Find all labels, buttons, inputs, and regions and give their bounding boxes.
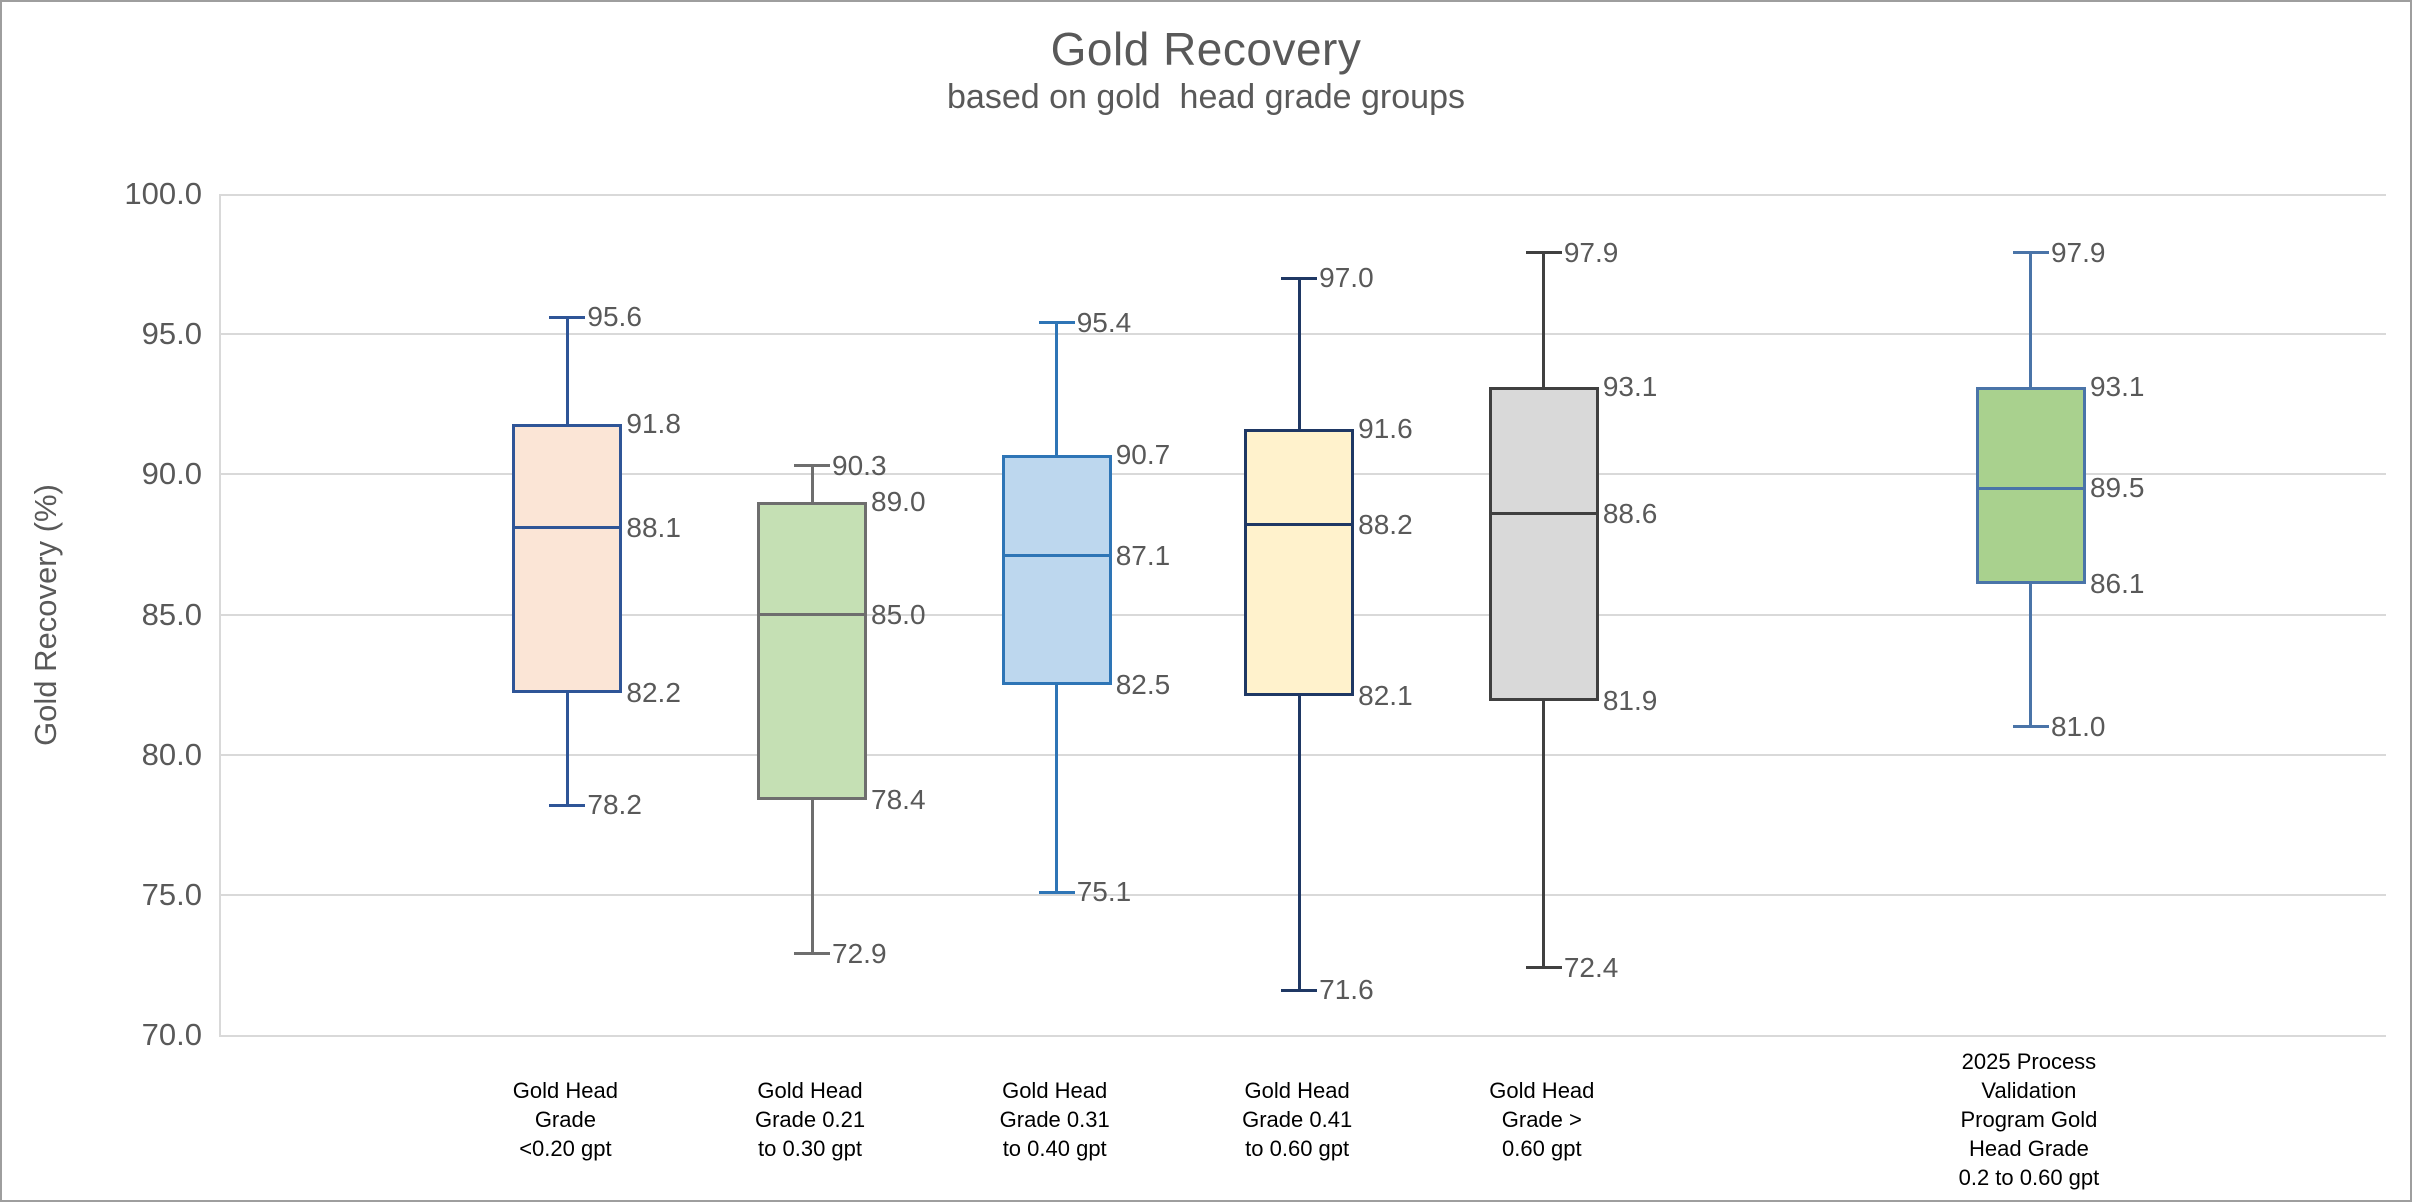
median-line (1975, 486, 2086, 490)
min-value-label: 72.4 (1563, 951, 1619, 983)
median-value-label: 88.2 (1358, 508, 1413, 540)
y-axis-tick-label: 90.0 (141, 456, 202, 492)
upper-whisker (1542, 252, 1546, 388)
q3-value-label: 89.0 (871, 486, 926, 518)
category-label: 2025 Process Validation Program Gold Hea… (1958, 1048, 2100, 1191)
iqr-box (1001, 454, 1112, 685)
iqr-box (1244, 429, 1355, 696)
category-label: Gold Head Grade 0.21 to 0.30 gpt (754, 1077, 866, 1162)
q3-value-label: 91.6 (1358, 413, 1413, 445)
q1-value-label: 81.9 (1602, 685, 1658, 717)
median-line (1001, 554, 1112, 558)
upper-whisker (565, 317, 569, 424)
min-value-label: 78.2 (587, 789, 642, 821)
y-axis-tick-label: 85.0 (141, 596, 202, 632)
y-axis-tick-label: 95.0 (141, 316, 202, 352)
min-value-label: 75.1 (1076, 876, 1132, 908)
median-value-label: 88.6 (1602, 497, 1658, 529)
median-value-label: 89.5 (2089, 472, 2145, 504)
lower-whisker (810, 799, 814, 954)
min-value-label: 72.9 (832, 937, 887, 969)
max-value-label: 97.0 (1319, 262, 1374, 294)
lower-whisker-cap (1525, 966, 1562, 970)
q3-value-label: 91.8 (626, 407, 681, 439)
y-axis-tick-label: 80.0 (141, 736, 202, 772)
iqr-box (1488, 387, 1599, 702)
median-line (757, 613, 868, 616)
q1-value-label: 86.1 (2089, 567, 2145, 599)
q3-value-label: 93.1 (1602, 371, 1658, 403)
min-value-label: 81.0 (2050, 710, 2106, 742)
q3-value-label: 90.7 (1115, 438, 1171, 470)
median-line (1488, 512, 1599, 516)
iqr-box (1975, 387, 2086, 584)
q1-value-label: 82.5 (1115, 668, 1171, 700)
lower-whisker-cap (2012, 725, 2049, 729)
lower-whisker (1297, 695, 1301, 991)
chart-title: Gold Recovery (1050, 23, 1362, 75)
lower-whisker-cap (1038, 890, 1075, 894)
gridline (221, 333, 2386, 336)
upper-whisker-cap (1281, 276, 1318, 280)
q1-value-label: 78.4 (871, 783, 926, 815)
y-axis-tick-label: 100.0 (124, 176, 202, 211)
upper-whisker (2029, 252, 2033, 388)
lower-whisker-cap (1281, 988, 1318, 992)
y-axis-tick-label: 70.0 (141, 1017, 202, 1052)
lower-whisker-cap (549, 803, 586, 807)
lower-whisker (2029, 583, 2033, 727)
upper-whisker-cap (794, 464, 831, 468)
upper-whisker (810, 465, 814, 503)
min-value-label: 71.6 (1319, 974, 1374, 1006)
upper-whisker (1055, 322, 1059, 455)
median-line (1244, 523, 1355, 527)
q1-value-label: 82.2 (626, 676, 681, 708)
median-value-label: 88.1 (626, 511, 681, 543)
gridline (221, 194, 2386, 196)
max-value-label: 97.9 (1563, 236, 1619, 268)
max-value-label: 95.4 (1076, 306, 1132, 338)
max-value-label: 90.3 (832, 449, 887, 481)
x-axis-category-labels: Gold Head Grade <0.20 gpt Gold Head Grade… (219, 1042, 2384, 1197)
lower-whisker-cap (794, 952, 831, 956)
max-value-label: 95.6 (587, 301, 642, 333)
upper-whisker-cap (1038, 321, 1075, 325)
plot-area: 95.6 91.8 88.1 82.2 78.2 90.3 89.0 85.0 78.4 72.9… (219, 194, 2386, 1037)
gridline (221, 753, 2386, 756)
iqr-box (512, 423, 623, 693)
upper-whisker (1297, 278, 1301, 430)
median-value-label: 87.1 (1115, 539, 1171, 571)
max-value-label: 97.9 (2050, 236, 2106, 268)
q3-value-label: 93.1 (2089, 371, 2145, 403)
q1-value-label: 82.1 (1358, 679, 1413, 711)
upper-whisker-cap (2012, 251, 2049, 255)
chart-subtitle: based on gold head grade groups (947, 78, 1465, 116)
upper-whisker-cap (1525, 251, 1562, 255)
y-axis-tick-label: 75.0 (141, 876, 202, 912)
category-label: Gold Head Grade > 0.60 gpt (1489, 1077, 1595, 1162)
lower-whisker (565, 692, 569, 806)
iqr-box (757, 502, 868, 800)
lower-whisker (1055, 684, 1059, 893)
category-label: Gold Head Grade <0.20 gpt (512, 1077, 618, 1162)
median-line (512, 526, 623, 530)
category-label: Gold Head Grade 0.31 to 0.40 gpt (999, 1077, 1110, 1162)
category-label: Gold Head Grade 0.41 to 0.60 gpt (1242, 1077, 1353, 1162)
median-value-label: 85.0 (871, 598, 926, 630)
gridline (221, 893, 2386, 896)
upper-whisker-cap (549, 315, 586, 319)
lower-whisker (1542, 701, 1546, 968)
